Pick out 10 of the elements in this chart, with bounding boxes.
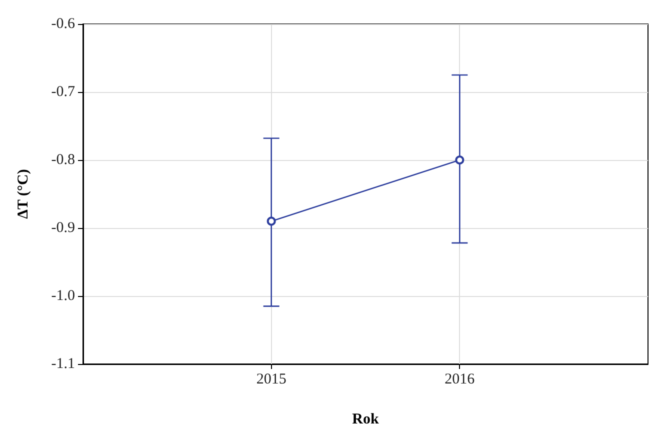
y-tick-label: -0.9	[51, 220, 75, 236]
x-tick-label: 2015	[256, 372, 286, 388]
y-axis-title: ΔT (°C)	[16, 169, 32, 219]
y-tick-label: -1.1	[51, 356, 75, 372]
x-tick-label: 2016	[444, 372, 476, 388]
y-tick-label: -0.7	[51, 84, 76, 100]
x-axis-title: Rok	[352, 412, 380, 428]
y-tick-label: -0.6	[51, 16, 76, 32]
y-tick-label: -0.8	[51, 152, 75, 168]
y-tick-label: -1.0	[51, 288, 75, 304]
